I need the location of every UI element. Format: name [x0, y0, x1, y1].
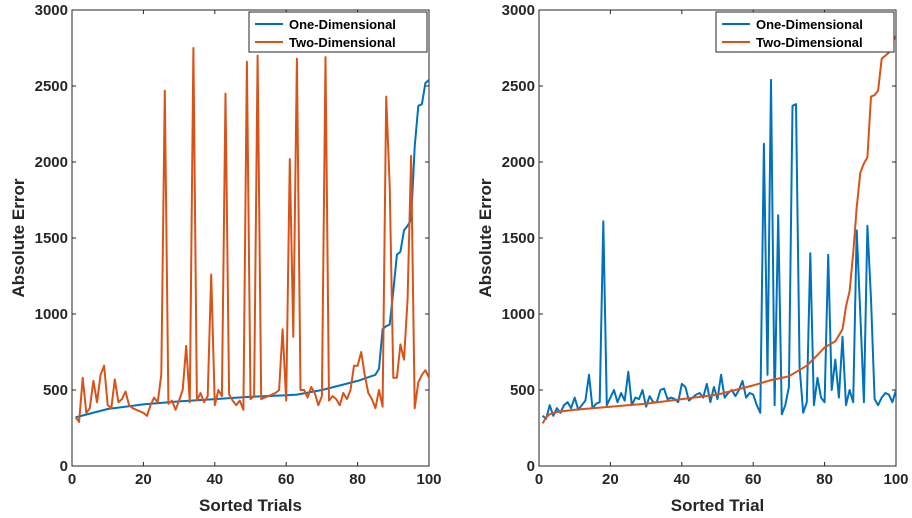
x-axis-label: Sorted Trials [199, 496, 302, 515]
chart-panel-1: 0 20 40 60 80 100050010001500200025003000Sort… [9, 2, 442, 515]
legend-label-2: Two-Dimensional [289, 35, 396, 50]
legend-box [248, 11, 428, 53]
x-tick-label: 80 [816, 471, 833, 488]
series-line-2 [541, 35, 896, 424]
x-tick-label: 20 [602, 471, 619, 488]
x-tick-label: 60 [278, 471, 295, 488]
x-tick-label: 80 [349, 471, 366, 488]
y-axis-label: Absolute Error [9, 178, 28, 297]
y-tick-label: 1500 [502, 230, 535, 247]
legend-label-1: One-Dimensional [289, 17, 396, 32]
x-tick-label: 20 [135, 471, 152, 488]
legend-label-2: Two-Dimensional [756, 35, 863, 50]
plot-area [538, 9, 897, 467]
legend: One-Dimensional Two-Dimensional [248, 11, 428, 53]
x-tick-label: 40 [673, 471, 690, 488]
y-tick-label: 2000 [502, 154, 535, 171]
x-tick-label: 60 [745, 471, 762, 488]
y-tick-label: 1000 [502, 306, 535, 323]
y-tick-label: 2000 [35, 154, 68, 171]
y-tick-label: 3000 [35, 2, 68, 19]
x-axis-label: Sorted Trial [671, 496, 765, 515]
y-tick-label: 500 [43, 382, 68, 399]
y-tick-label: 0 [527, 458, 535, 475]
x-tick-label: 40 [206, 471, 223, 488]
x-tick-label: 100 [883, 471, 908, 488]
y-tick-label: 0 [60, 458, 68, 475]
chart-panel-2: 0 20 40 60 80 100050010001500200025003000Sort… [476, 2, 909, 515]
y-axis-label: Absolute Error [476, 178, 495, 297]
y-tick-label: 3000 [502, 2, 535, 19]
x-tick-label: 0 [68, 471, 76, 488]
y-tick-label: 500 [510, 382, 535, 399]
y-tick-label: 2500 [35, 78, 68, 95]
y-tick-label: 1000 [35, 306, 68, 323]
y-tick-label: 2500 [502, 78, 535, 95]
x-tick-label: 100 [416, 471, 441, 488]
legend-label-1: One-Dimensional [756, 17, 863, 32]
y-tick-label: 1500 [35, 230, 68, 247]
series-line-2 [74, 47, 429, 423]
legend: One-Dimensional Two-Dimensional [715, 11, 895, 53]
x-tick-label: 0 [535, 471, 543, 488]
legend-box [715, 11, 895, 53]
series-line-1 [541, 78, 896, 420]
